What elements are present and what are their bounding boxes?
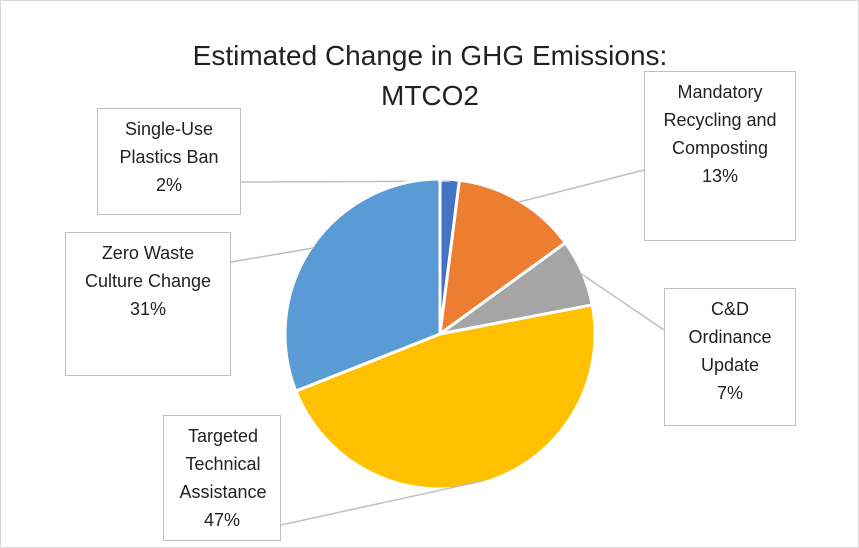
category-label: C&D Ordinance Update — [688, 299, 772, 375]
leader-line — [579, 272, 665, 331]
category-label: Mandatory Recycling and Composting — [663, 82, 777, 158]
pie-slice — [293, 303, 597, 491]
data-label: Single-Use Plastics Ban 2% — [97, 108, 241, 215]
pie-slice — [438, 178, 568, 338]
category-label: Single-Use Plastics Ban — [119, 119, 219, 167]
value-label: 2% — [155, 175, 182, 195]
data-label: Targeted Technical Assistance 47% — [163, 415, 281, 541]
data-label: Zero Waste Culture Change 31% — [65, 232, 231, 376]
pie-slice — [283, 177, 442, 394]
category-label: Targeted Technical Assistance — [179, 426, 267, 502]
chart-title: Estimated Change in GHG Emissions: MTCO2 — [192, 40, 668, 111]
value-label: 13% — [701, 166, 739, 186]
category-label: Zero Waste Culture Change — [84, 243, 212, 291]
value-label: 47% — [203, 510, 241, 530]
value-label: 7% — [716, 383, 743, 403]
value-label: 31% — [129, 299, 167, 319]
leader-line — [280, 480, 483, 526]
leader-line — [230, 247, 314, 263]
data-label: Mandatory Recycling and Composting 13% — [644, 71, 796, 241]
leader-line — [517, 169, 645, 204]
data-label: C&D Ordinance Update 7% — [664, 288, 796, 426]
